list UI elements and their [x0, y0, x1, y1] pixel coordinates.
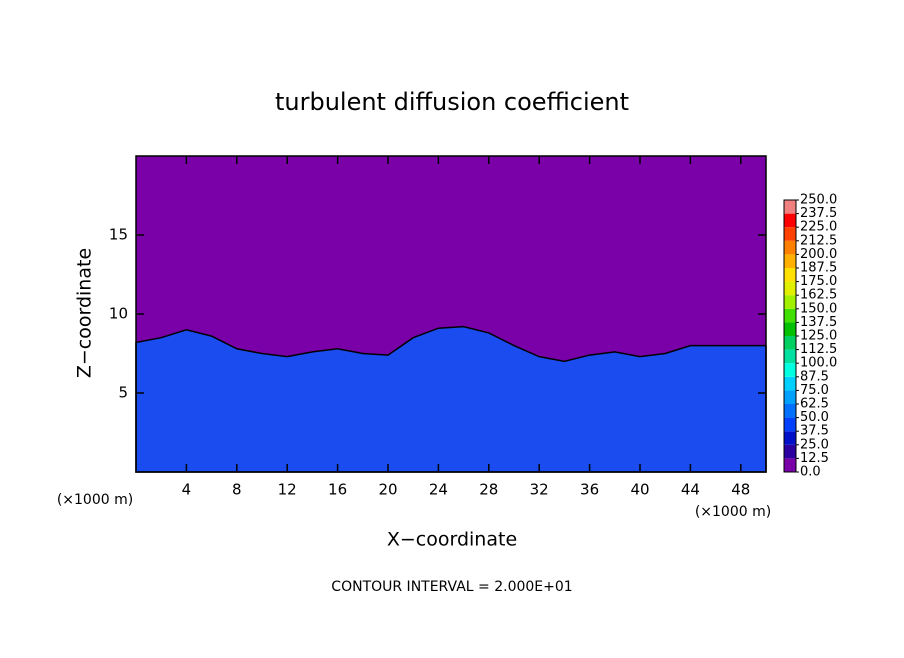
- colorbar-swatch: [784, 444, 796, 459]
- colorbar-label: 100.0: [800, 356, 837, 371]
- colorbar-label: 75.0: [800, 383, 829, 398]
- x-tick-label: 4: [182, 481, 192, 499]
- y-axis-label: Z−coordinate: [74, 248, 96, 378]
- x-tick-label: 36: [580, 481, 599, 499]
- colorbar-swatch: [784, 363, 796, 377]
- y-tick-label: 10: [109, 305, 128, 323]
- x-tick-label: 48: [731, 481, 750, 499]
- colorbar-label: 237.5: [800, 206, 837, 221]
- colorbar-swatch: [784, 281, 796, 296]
- colorbar-swatch: [784, 404, 796, 418]
- colorbar-swatch: [784, 431, 796, 445]
- x-tick-label: 12: [278, 481, 297, 499]
- footnote: CONTOUR INTERVAL = 2.000E+01: [331, 579, 572, 595]
- y-tick-label: 15: [109, 226, 128, 244]
- x-tick-label: 28: [479, 481, 498, 499]
- colorbar-label: 37.5: [800, 424, 829, 439]
- colorbar-label: 225.0: [800, 220, 837, 235]
- colorbar-swatch: [784, 213, 796, 228]
- colorbar-swatch: [784, 308, 796, 323]
- colorbar-label: 150.0: [800, 301, 837, 316]
- colorbar-label: 25.0: [800, 437, 829, 452]
- colorbar-swatch: [784, 376, 796, 391]
- colorbar-label: 112.5: [800, 342, 837, 357]
- colorbar-swatch: [784, 200, 796, 214]
- colorbar-label: 162.5: [800, 288, 837, 303]
- x-unit: (×1000 m): [695, 504, 771, 520]
- colorbar-swatch: [784, 349, 796, 364]
- colorbar-swatch: [784, 227, 796, 241]
- colorbar-label: 87.5: [800, 369, 829, 384]
- chart-title: turbulent diffusion coefficient: [275, 88, 629, 116]
- colorbar-label: 50.0: [800, 410, 829, 425]
- colorbar-label: 62.5: [800, 397, 829, 412]
- colorbar-label: 12.5: [800, 451, 829, 466]
- x-tick-label: 44: [681, 481, 700, 499]
- x-tick-label: 32: [530, 481, 549, 499]
- colorbar-label: 200.0: [800, 247, 837, 262]
- colorbar-swatch: [784, 390, 796, 404]
- colorbar-label: 187.5: [800, 261, 837, 276]
- x-tick-label: 24: [429, 481, 448, 499]
- colorbar-swatch: [784, 240, 796, 255]
- colorbar-swatch: [784, 336, 796, 350]
- colorbar-label: 0.0: [800, 465, 821, 480]
- x-tick-label: 20: [378, 481, 397, 499]
- colorbar-swatch: [784, 458, 796, 472]
- colorbar-label: 137.5: [800, 315, 837, 330]
- colorbar-swatch: [784, 295, 796, 309]
- colorbar-swatch: [784, 268, 796, 282]
- colorbar-swatch: [784, 417, 796, 432]
- colorbar-label: 250.0: [800, 193, 837, 208]
- colorbar-label: 212.5: [800, 233, 837, 248]
- y-unit: (×1000 m): [57, 492, 133, 508]
- colorbar-label: 175.0: [800, 274, 837, 289]
- x-axis-label: X−coordinate: [387, 529, 517, 551]
- x-tick-label: 16: [328, 481, 347, 499]
- colorbar-label: 125.0: [800, 329, 837, 344]
- x-tick-label: 40: [630, 481, 649, 499]
- turbulent-layer: [135, 325, 767, 473]
- colorbar-swatch: [784, 254, 796, 268]
- y-tick-label: 5: [118, 384, 128, 402]
- colorbar-swatch: [784, 322, 796, 336]
- x-tick-label: 8: [232, 481, 242, 499]
